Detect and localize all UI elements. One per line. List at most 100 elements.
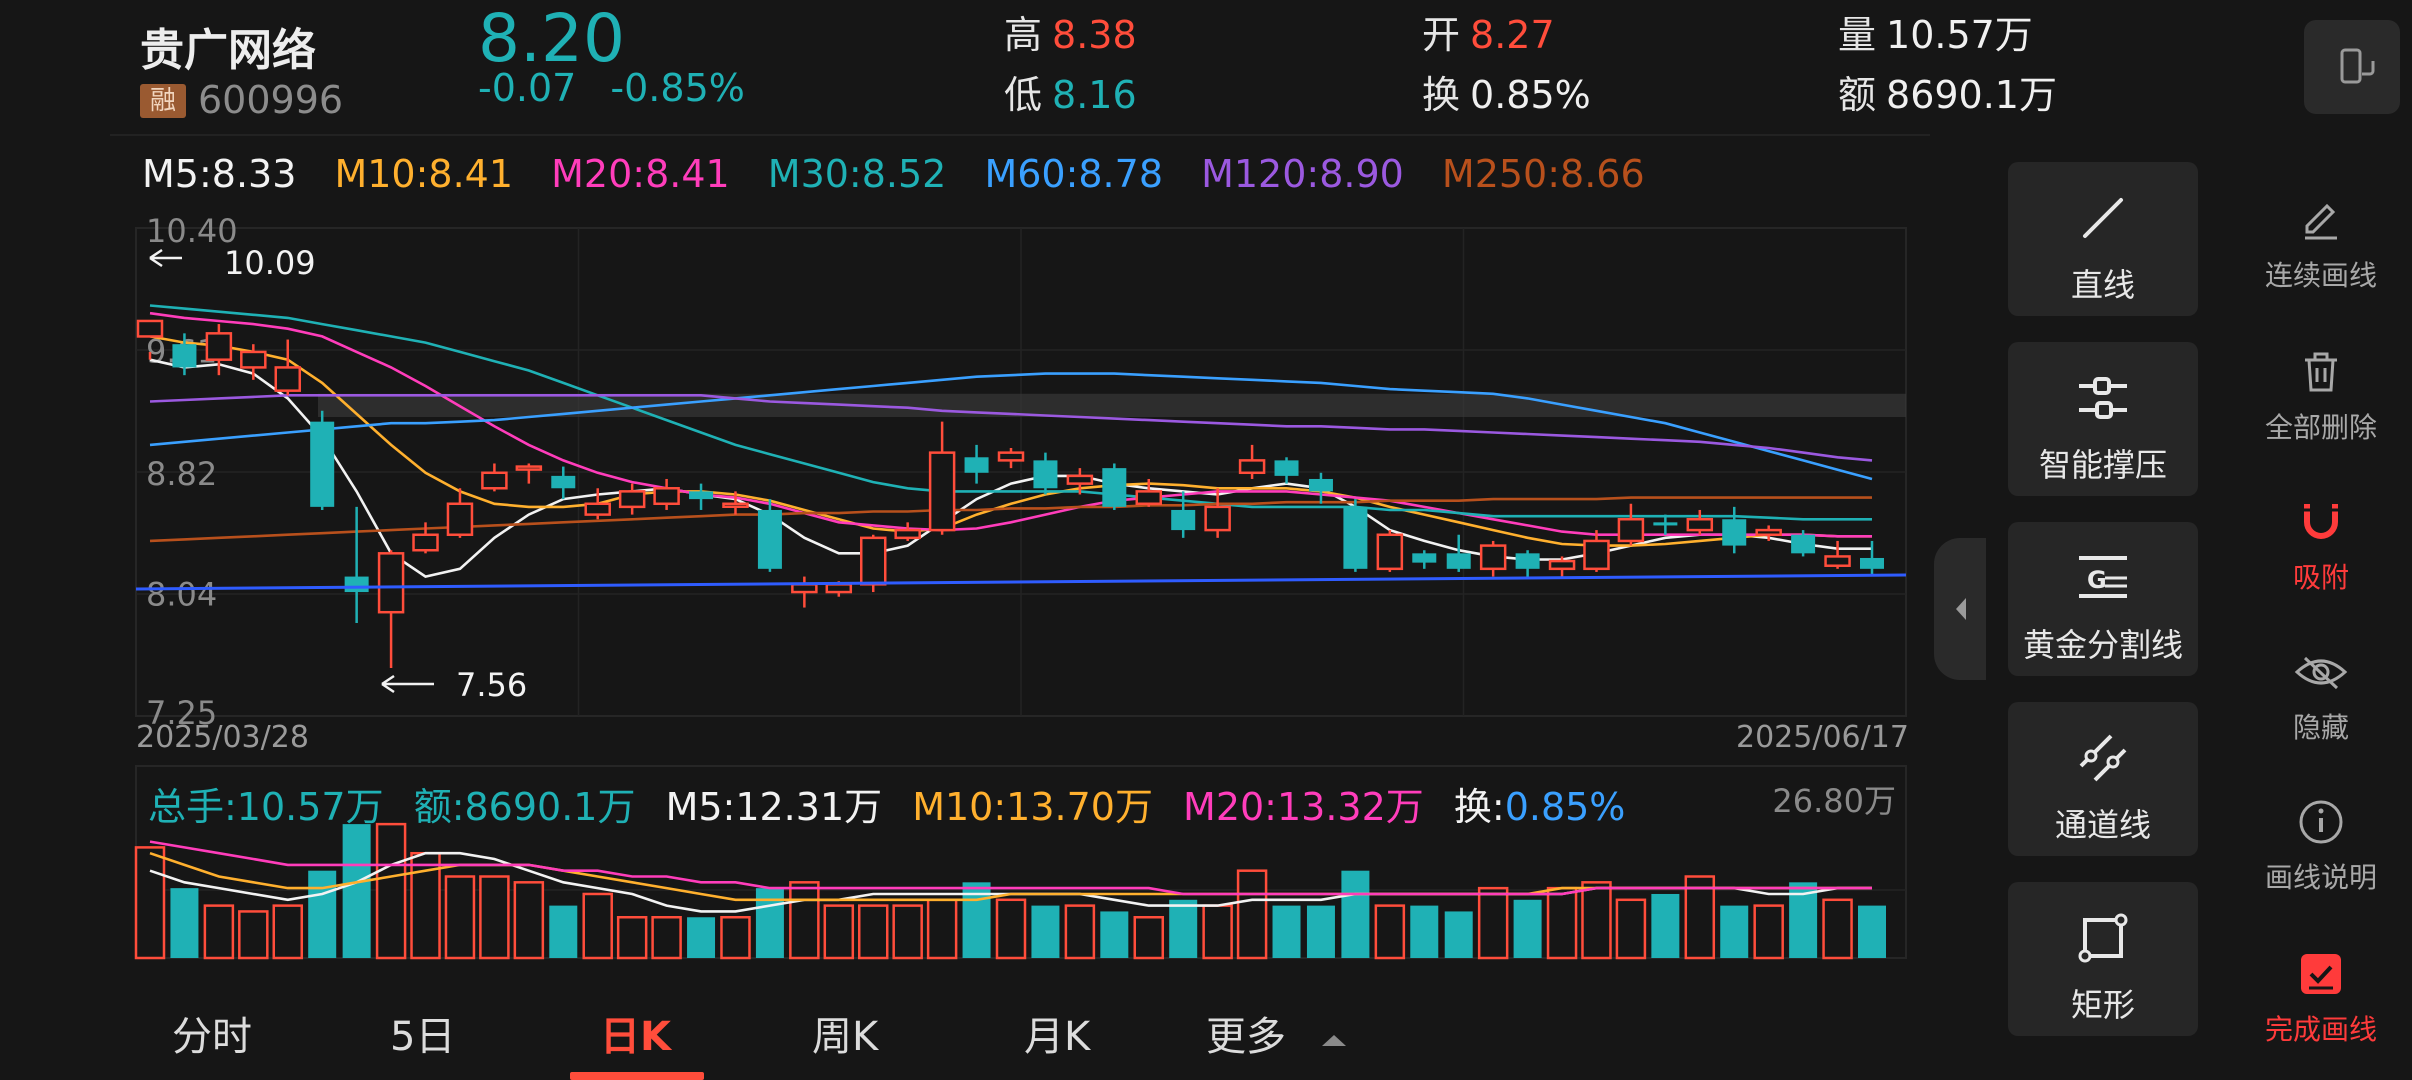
candle-body	[997, 451, 1025, 462]
volume-bar	[1581, 881, 1612, 960]
volume-bar	[1341, 870, 1370, 958]
ma-line-m60	[149, 372, 1873, 481]
continuous-draw-button[interactable]: 连续画线	[2246, 180, 2396, 294]
delete-all-button[interactable]: 全部删除	[2246, 332, 2396, 446]
rotate-screen-button[interactable]	[2304, 20, 2400, 114]
volume: 量 10.57万	[1838, 13, 2033, 57]
candle-body	[412, 533, 439, 552]
active-tab-indicator	[570, 1072, 704, 1080]
candle-body	[964, 457, 989, 473]
candle-body	[859, 536, 887, 586]
header-divider	[110, 134, 1930, 136]
volume-bar	[1477, 886, 1509, 960]
tool-channel-button[interactable]: 通道线	[2008, 702, 2198, 856]
candle-body	[1171, 509, 1196, 531]
ma-legend-m60: M60:8.78	[984, 152, 1163, 196]
volume-ma-m10	[149, 851, 1872, 902]
tool-label: 直线	[2070, 266, 2135, 304]
tool-label: 矩形	[2070, 986, 2135, 1024]
volume-bar	[1064, 904, 1096, 960]
candle-body	[1274, 460, 1299, 476]
candle-body	[1446, 553, 1471, 569]
price-change: -0.07 -0.85%	[478, 66, 767, 110]
candle-body	[446, 502, 474, 536]
volume-bar	[1651, 893, 1680, 958]
collapse-panel-button[interactable]	[1934, 538, 1986, 680]
draw-help-button[interactable]: 画线说明	[2246, 782, 2396, 896]
candle-body	[515, 465, 543, 471]
candle-body	[894, 528, 921, 540]
tab-5day[interactable]: 5日	[390, 1014, 456, 1060]
finish-drawing-button[interactable]: 完成画线	[2246, 934, 2396, 1048]
golden-ratio-icon: G	[2079, 556, 2127, 598]
volume-total: 总手:10.57万	[148, 785, 384, 829]
amount: 额 8690.1万	[1838, 73, 2057, 117]
high-price: 高 8.38	[1004, 13, 1137, 57]
volume-bar	[1546, 886, 1578, 960]
tool-line-button[interactable]: 直线	[2008, 162, 2198, 316]
volume-bar	[995, 898, 1027, 960]
volume-max: 26.80万	[1772, 782, 1896, 820]
volume-bar	[238, 910, 269, 960]
volume-bar	[651, 916, 682, 960]
tab-monthly-k[interactable]: 月K	[1024, 1014, 1091, 1060]
volume-bar	[134, 846, 166, 960]
ma-legend-m30: M30:8.52	[767, 152, 947, 196]
tool-golden-ratio-button[interactable]: G 黄金分割线	[2008, 522, 2198, 676]
rectangle-icon	[2078, 913, 2128, 963]
candle-body	[310, 421, 335, 507]
tool-label: 黄金分割线	[2022, 626, 2183, 664]
volume-bar	[687, 917, 716, 958]
candle-body	[481, 471, 508, 490]
y-tick-label: 7.25	[146, 694, 217, 732]
ma-line-m10	[149, 335, 1872, 547]
volume-m20: M20:13.32万	[1183, 785, 1424, 829]
tab-weekly-k[interactable]: 周K	[812, 1014, 879, 1060]
snap-button[interactable]: 吸附	[2246, 482, 2396, 596]
volume-amount: 额:8690.1万	[413, 785, 636, 829]
turnover-rate: 换 0.85%	[1422, 73, 1591, 117]
candle-body	[1791, 534, 1816, 554]
tab-more[interactable]: 更多	[1206, 1004, 1349, 1062]
info-icon	[2299, 800, 2343, 844]
y-tick-label: 8.82	[146, 455, 217, 493]
tab-daily-k[interactable]: 日K	[600, 1014, 671, 1060]
tool-smart-support-button[interactable]: 智能撑压	[2008, 342, 2198, 496]
chevron-left-icon	[1956, 598, 1966, 620]
candle-body	[689, 491, 714, 500]
volume-bar	[1306, 905, 1335, 958]
line-icon	[2083, 198, 2123, 238]
ma-line-m30	[149, 304, 1872, 521]
current-price: 8.20	[478, 0, 625, 77]
candle-body	[1515, 553, 1540, 569]
stock-code: 600996	[198, 78, 344, 122]
stock-name: 贵广网络	[140, 25, 316, 76]
volume-bar	[1753, 904, 1784, 960]
volume-bar	[926, 898, 958, 960]
volume-turnover-label: 换:	[1453, 785, 1505, 829]
ma-legend-m5: M5:8.33	[142, 152, 297, 196]
ma-legend-m10: M10:8.41	[334, 152, 514, 196]
volume-bar	[1684, 875, 1716, 960]
volume-bar	[272, 904, 304, 960]
ma-line-m20	[149, 311, 1872, 538]
tool-label: 智能撑压	[2038, 446, 2167, 484]
tool-rectangle-button[interactable]: 矩形	[2008, 882, 2198, 1036]
volume-bar	[1410, 905, 1439, 958]
volume-bar	[1615, 898, 1647, 960]
trash-icon	[2305, 352, 2337, 392]
volume-bar	[720, 916, 751, 960]
candle-body	[1548, 559, 1576, 571]
candle-body	[1755, 528, 1782, 536]
tab-intraday[interactable]: 分时	[172, 1014, 252, 1060]
margin-badge: 融	[140, 84, 186, 118]
ma-line-m120	[149, 393, 1873, 462]
volume-bar	[1100, 911, 1129, 958]
volume-bar	[1031, 905, 1060, 958]
y-tick-label: 10.40	[146, 212, 238, 250]
candle-body	[1308, 478, 1333, 492]
magnet-icon	[2301, 504, 2341, 539]
hide-button[interactable]: 隐藏	[2246, 632, 2396, 746]
volume-bar	[513, 881, 545, 960]
